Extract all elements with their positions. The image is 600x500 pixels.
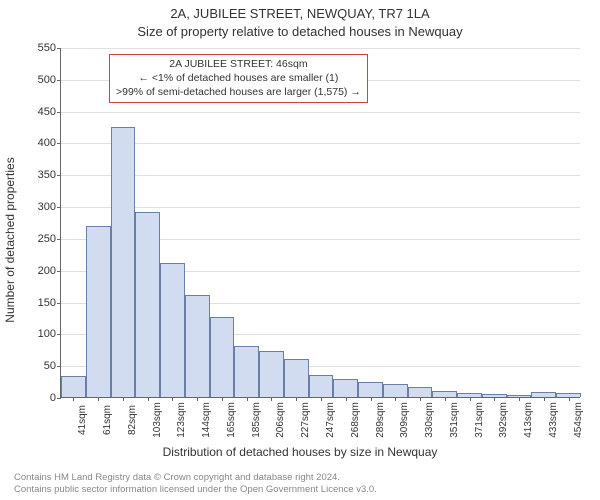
x-tick-mark <box>470 397 471 401</box>
x-tick-label: 227sqm <box>296 402 311 438</box>
x-tick-label: 289sqm <box>371 402 386 438</box>
histogram-bar <box>160 263 185 397</box>
x-tick-label: 41sqm <box>73 405 88 435</box>
y-tick-label: 150 <box>38 297 61 309</box>
x-tick-label: 413sqm <box>519 402 534 438</box>
x-tick-label: 165sqm <box>222 402 237 438</box>
x-tick-label: 144sqm <box>197 402 212 438</box>
x-tick-mark <box>172 397 173 401</box>
x-tick-label: 268sqm <box>346 402 361 438</box>
histogram-bar <box>284 359 309 397</box>
x-tick-mark <box>346 397 347 401</box>
y-tick-label: 500 <box>38 74 61 86</box>
y-axis-label: Number of detached properties <box>3 157 17 322</box>
x-tick-mark <box>445 397 446 401</box>
plot-area: 05010015020025030035040045050055041sqm61… <box>60 48 580 398</box>
histogram-bar <box>358 382 383 397</box>
x-axis-label: Distribution of detached houses by size … <box>0 445 600 459</box>
x-tick-mark <box>395 397 396 401</box>
gridline <box>61 112 580 113</box>
x-tick-mark <box>519 397 520 401</box>
x-tick-mark <box>494 397 495 401</box>
histogram-bar <box>383 384 408 397</box>
x-tick-label: 433sqm <box>544 402 559 438</box>
x-tick-mark <box>197 397 198 401</box>
x-tick-label: 371sqm <box>470 402 485 438</box>
y-tick-label: 450 <box>38 106 61 118</box>
x-tick-label: 309sqm <box>395 402 410 438</box>
chart-container: 2A, JUBILEE STREET, NEWQUAY, TR7 1LA Siz… <box>0 0 600 500</box>
y-tick-label: 350 <box>38 169 61 181</box>
histogram-bar <box>259 351 284 397</box>
gridline <box>61 143 580 144</box>
x-tick-label: 123sqm <box>172 402 187 438</box>
x-tick-mark <box>420 397 421 401</box>
x-tick-mark <box>569 397 570 401</box>
annotation-line1: 2A JUBILEE STREET: 46sqm <box>116 57 361 71</box>
gridline <box>61 207 580 208</box>
footer-line2: Contains public sector information licen… <box>14 484 377 496</box>
x-tick-mark <box>247 397 248 401</box>
footer-attribution: Contains HM Land Registry data © Crown c… <box>14 472 377 496</box>
x-tick-mark <box>544 397 545 401</box>
x-tick-label: 351sqm <box>445 402 460 438</box>
histogram-bar <box>111 127 136 397</box>
y-tick-label: 100 <box>38 328 61 340</box>
y-tick-label: 550 <box>38 42 61 54</box>
x-tick-mark <box>98 397 99 401</box>
histogram-bar <box>408 387 433 397</box>
x-tick-label: 392sqm <box>494 402 509 438</box>
footer-line1: Contains HM Land Registry data © Crown c… <box>14 472 377 484</box>
histogram-bar <box>309 375 334 397</box>
chart-subtitle: Size of property relative to detached ho… <box>0 24 600 39</box>
x-tick-label: 103sqm <box>148 402 163 438</box>
x-tick-mark <box>123 397 124 401</box>
y-tick-label: 0 <box>50 392 61 404</box>
y-tick-label: 300 <box>38 201 61 213</box>
x-tick-mark <box>222 397 223 401</box>
x-tick-mark <box>271 397 272 401</box>
x-tick-label: 61sqm <box>98 405 113 435</box>
x-tick-label: 247sqm <box>321 402 336 438</box>
x-tick-label: 330sqm <box>420 402 435 438</box>
x-tick-mark <box>371 397 372 401</box>
annotation-line3: >99% of semi-detached houses are larger … <box>116 85 361 99</box>
x-tick-label: 454sqm <box>569 402 584 438</box>
x-tick-label: 185sqm <box>247 402 262 438</box>
histogram-bar <box>234 346 259 397</box>
x-tick-mark <box>148 397 149 401</box>
gridline <box>61 175 580 176</box>
histogram-bar <box>333 379 358 397</box>
gridline <box>61 48 580 49</box>
x-tick-mark <box>73 397 74 401</box>
y-tick-label: 250 <box>38 233 61 245</box>
histogram-bar <box>210 317 235 397</box>
histogram-bar <box>61 376 86 397</box>
y-tick-label: 200 <box>38 265 61 277</box>
x-tick-label: 206sqm <box>271 402 286 438</box>
x-tick-mark <box>321 397 322 401</box>
y-tick-label: 400 <box>38 137 61 149</box>
annotation-box: 2A JUBILEE STREET: 46sqm ← <1% of detach… <box>109 54 368 103</box>
histogram-bar <box>135 212 160 397</box>
histogram-bar <box>185 295 210 397</box>
annotation-line2: ← <1% of detached houses are smaller (1) <box>116 71 361 85</box>
chart-title: 2A, JUBILEE STREET, NEWQUAY, TR7 1LA <box>0 6 600 21</box>
x-tick-label: 82sqm <box>123 405 138 435</box>
x-tick-mark <box>296 397 297 401</box>
histogram-bar <box>86 226 111 397</box>
y-tick-label: 50 <box>44 360 61 372</box>
